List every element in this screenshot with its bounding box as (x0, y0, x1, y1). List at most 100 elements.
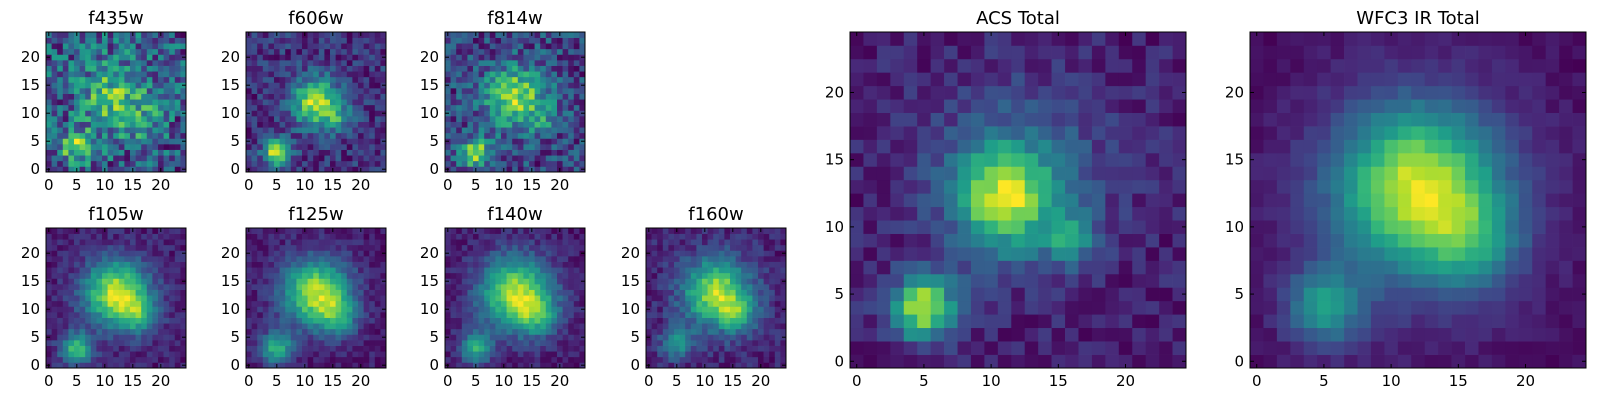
heatmap-cell (296, 284, 303, 290)
heatmap-cell (146, 37, 153, 44)
heatmap-cell (346, 312, 353, 318)
heatmap-cell (517, 284, 524, 290)
heatmap-cell (523, 306, 530, 313)
heatmap-cell (296, 149, 303, 156)
heatmap-cell (690, 340, 697, 346)
heatmap-cell (296, 166, 303, 173)
heatmap-cell (997, 327, 1012, 342)
heatmap-cell (113, 138, 120, 145)
heatmap-cell (335, 244, 342, 251)
heatmap-cell (124, 323, 131, 330)
heatmap-cell (545, 76, 552, 83)
heatmap-cell (445, 132, 451, 139)
heatmap-cell (130, 233, 136, 240)
heatmap-cell (478, 261, 485, 268)
heatmap-cell (118, 278, 125, 285)
heatmap-cell (662, 334, 669, 341)
heatmap-cell (96, 60, 103, 66)
heatmap-cell (523, 340, 530, 346)
heatmap-cell (741, 351, 748, 358)
heatmap-cell (68, 295, 75, 302)
heatmap-cell (62, 121, 69, 128)
heatmap-cell (85, 138, 92, 145)
heatmap-cell (96, 272, 103, 279)
heatmap-cell (774, 312, 781, 318)
heatmap-cell (679, 278, 686, 285)
heatmap-cell (46, 121, 52, 128)
heatmap-cell (363, 284, 370, 290)
heatmap-cell (534, 88, 541, 94)
heatmap-cell (540, 60, 547, 66)
heatmap-cell (746, 267, 753, 274)
heatmap-cell (74, 239, 80, 246)
heatmap-cell (251, 149, 258, 156)
heatmap-cell (163, 289, 170, 296)
heatmap-cell (769, 228, 776, 234)
heatmap-cell (79, 278, 86, 285)
heatmap-cell (540, 284, 547, 290)
heatmap-cell (562, 250, 569, 257)
heatmap-cell (330, 149, 336, 156)
heatmap-cell (57, 306, 64, 313)
heatmap-cell (970, 220, 985, 234)
heatmap-cell (461, 54, 468, 61)
heatmap-cell (246, 65, 252, 72)
heatmap-cell (285, 261, 292, 268)
heatmap-cell (257, 244, 264, 251)
heatmap-cell (1105, 300, 1120, 315)
heatmap-cell (735, 340, 742, 346)
heatmap-cell (285, 60, 292, 66)
heatmap-cell (506, 138, 513, 145)
heatmap-cell (158, 345, 164, 352)
heatmap-cell (90, 160, 97, 167)
heatmap-cell (363, 32, 370, 38)
heatmap-cell (646, 328, 652, 335)
heatmap-cell (970, 233, 985, 248)
heatmap-cell (523, 166, 530, 173)
heatmap-cell (467, 256, 474, 262)
heatmap-cell (730, 295, 736, 302)
heatmap-cell (702, 289, 708, 296)
heatmap-cell (163, 43, 170, 50)
heatmap-cell (46, 71, 52, 78)
heatmap-cell (456, 149, 463, 156)
heatmap-cell (141, 300, 148, 307)
heatmap-cell (324, 272, 331, 279)
heatmap-cell (302, 356, 308, 363)
heatmap-cell (450, 138, 457, 145)
heatmap-cell (506, 127, 513, 134)
heatmap-cell (369, 104, 376, 111)
heatmap-cell (324, 71, 331, 78)
heatmap-cell (51, 250, 58, 257)
y-tick-label: 5 (30, 328, 40, 346)
heatmap-cell (562, 54, 569, 61)
heatmap-cell (335, 284, 342, 290)
heatmap-cell (1145, 166, 1160, 181)
heatmap-cell (290, 250, 297, 257)
heatmap-cell (557, 356, 563, 363)
heatmap-cell (501, 71, 507, 78)
heatmap-cell (579, 149, 586, 156)
heatmap-cell (163, 48, 170, 55)
heatmap-cell (152, 317, 159, 324)
heatmap-cell (279, 345, 286, 352)
heatmap-cell (62, 239, 69, 246)
heatmap-cell (506, 71, 513, 78)
heatmap-cell (1038, 300, 1052, 315)
heatmap-cell (545, 138, 552, 145)
heatmap-cell (141, 99, 148, 106)
heatmap-cell (501, 104, 507, 111)
heatmap-cell (1024, 273, 1039, 288)
heatmap-cell (484, 138, 491, 145)
heatmap-cell (467, 250, 474, 257)
heatmap-cell (296, 110, 303, 117)
heatmap-cell (1038, 152, 1052, 167)
heatmap-cell (517, 138, 524, 145)
heatmap-cell (573, 284, 580, 290)
heatmap-cell (484, 166, 491, 173)
heatmap-cell (335, 116, 342, 122)
heatmap-cell (174, 132, 181, 139)
heatmap-cell (313, 82, 320, 89)
heatmap-cell (568, 300, 575, 307)
x-tick-label: 10 (95, 372, 114, 390)
